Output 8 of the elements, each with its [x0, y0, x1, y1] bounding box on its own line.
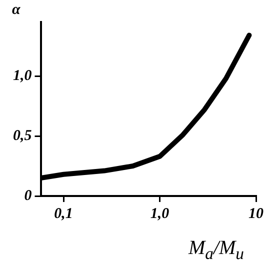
y-tick-label: 0: [24, 188, 32, 204]
x-axis-title: M$_{a}$/M$_{u}$: [188, 237, 244, 264]
y-tick-label: 1,0: [13, 68, 32, 84]
y-axis-title: α: [12, 2, 20, 19]
x-tick-label: 0,1: [54, 206, 73, 222]
y-tick-label: 0,5: [13, 128, 32, 144]
x-tick-label: 10: [248, 206, 264, 222]
x-tick-label: 1,0: [150, 206, 170, 222]
